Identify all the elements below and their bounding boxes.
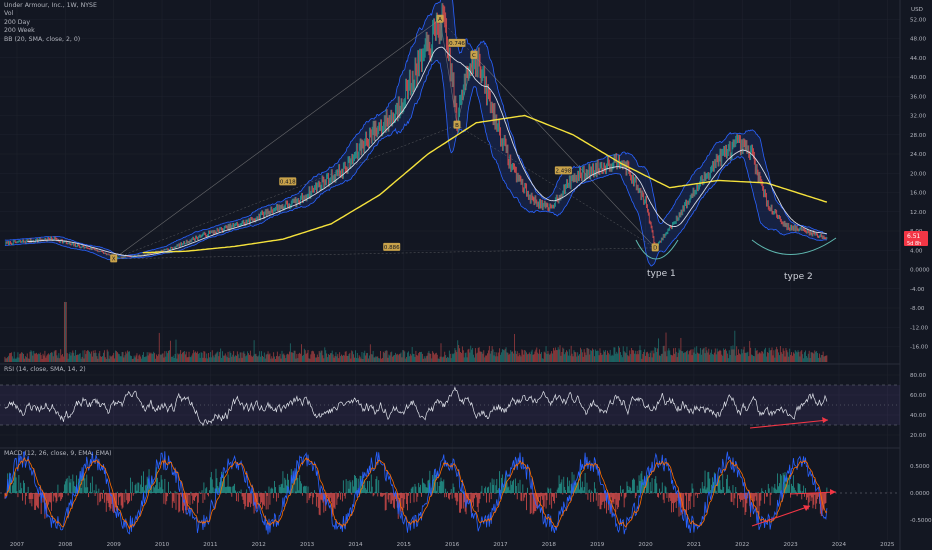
rsi-tick-label: 80.00 <box>910 373 926 379</box>
currency-label: USD <box>911 7 923 13</box>
legend-bb[interactable]: BB (20, SMA, close, 2, 0) <box>4 35 81 43</box>
pattern-label: B <box>453 120 461 129</box>
type2-curve <box>751 237 837 255</box>
x-tick-label: 2019 <box>590 542 605 548</box>
x-tick-label: 2018 <box>542 542 557 548</box>
y-tick-label: -16.00 <box>910 345 928 351</box>
rsi-tick-label: 40.00 <box>910 413 926 419</box>
y-tick-label: 0.0000 <box>910 268 930 274</box>
macd-tick-label: 0.0000 <box>910 491 930 497</box>
x-tick-label: 2011 <box>203 542 218 548</box>
pattern-label: X <box>110 254 118 263</box>
type2-annotation: type 2 <box>784 272 813 282</box>
svg-text:0.886: 0.886 <box>384 245 400 251</box>
macd-legend[interactable]: MACD (12, 26, close, 9, EMA, EMA) <box>4 450 112 458</box>
rsi-tick-label: 20.00 <box>910 433 926 439</box>
y-tick-label: 32.00 <box>910 114 926 120</box>
rsi-arrow-head <box>822 417 828 423</box>
x-tick-label: 2016 <box>445 542 460 548</box>
x-tick-label: 2012 <box>252 542 266 548</box>
x-tick-label: 2014 <box>348 542 363 548</box>
macd-arrow-head-1 <box>803 505 810 511</box>
rsi-tick-label: 60.00 <box>910 393 926 399</box>
y-tick-label: 4.00 <box>910 248 923 254</box>
y-tick-label: 20.00 <box>910 171 926 177</box>
pattern-label: D <box>651 243 659 252</box>
legend-200-week[interactable]: 200 Week <box>4 27 35 35</box>
pattern-label: A <box>436 14 444 23</box>
pattern-label: 0.418 <box>279 177 297 186</box>
x-tick-label: 2007 <box>10 542 25 548</box>
y-tick-label: 40.00 <box>910 75 926 81</box>
x-tick-label: 2024 <box>832 542 847 548</box>
svg-text:B: B <box>455 123 459 129</box>
type1-annotation: type 1 <box>647 269 676 279</box>
y-tick-label: 52.00 <box>910 17 926 23</box>
svg-text:C: C <box>472 53 476 59</box>
x-tick-label: 2022 <box>735 542 749 548</box>
macd-arrow-head-2 <box>830 489 836 495</box>
y-tick-label: -4.00 <box>910 287 925 293</box>
symbol-title[interactable]: Under Armour, Inc., 1W, NYSE <box>4 2 97 9</box>
svg-text:A: A <box>438 17 442 23</box>
y-tick-label: 24.00 <box>910 152 926 158</box>
y-tick-label: 48.00 <box>910 37 926 43</box>
y-tick-label: 36.00 <box>910 94 926 100</box>
pattern-label: 2.498 <box>554 166 572 175</box>
ma-200-day <box>27 46 827 257</box>
rsi-divergence-arrow <box>749 419 829 429</box>
pattern-label: C <box>470 50 478 59</box>
time-axis[interactable]: 2007 2008 2009 2010 2011 2012 2013 2014 2015 2016… <box>10 542 895 548</box>
y-tick-label: 16.00 <box>910 191 926 197</box>
svg-text:0.418: 0.418 <box>280 180 296 186</box>
x-tick-label: 2009 <box>107 542 122 548</box>
rsi-series <box>4 386 828 427</box>
rsi-band <box>0 385 900 425</box>
main-legend: Under Armour, Inc., 1W, NYSE Vol 200 Day… <box>4 2 97 44</box>
svg-text:2.498: 2.498 <box>555 169 571 175</box>
price-axis[interactable]: 52.00 48.00 44.00 40.00 36.00 32.00 28.00 24.00… <box>910 17 932 524</box>
bollinger-bands <box>4 0 827 267</box>
svg-text:0.746: 0.746 <box>449 41 465 47</box>
macd-divergence-arrow-1 <box>751 505 811 527</box>
macd-lines <box>4 451 828 535</box>
x-tick-label: 2013 <box>300 542 315 548</box>
legend-200-day[interactable]: 200 Day <box>4 18 30 26</box>
macd-tick-label: -0.5000 <box>910 518 932 524</box>
pattern-label: 0.746 <box>448 38 466 47</box>
last-price-badge: 6.51 5d 8h <box>904 231 928 247</box>
rsi-title[interactable]: RSI (14, close, SMA, 14, 2) <box>4 366 86 373</box>
pattern-label: 0.886 <box>383 242 401 251</box>
x-tick-label: 2021 <box>687 542 702 548</box>
x-tick-label: 2008 <box>58 542 73 548</box>
macd-divergence-arrow-2 <box>789 491 837 495</box>
legend-vol[interactable]: Vol <box>4 10 14 18</box>
macd-title[interactable]: MACD (12, 26, close, 9, EMA, EMA) <box>4 450 112 457</box>
x-tick-label: 2015 <box>397 542 412 548</box>
x-tick-label: 2017 <box>493 542 508 548</box>
y-tick-label: -8.00 <box>910 306 925 312</box>
hand-drawn-curves <box>635 237 837 260</box>
volume-bars <box>4 302 828 362</box>
svg-text:X: X <box>112 257 116 263</box>
y-tick-label: 44.00 <box>910 56 926 62</box>
y-tick-label: 28.00 <box>910 133 926 139</box>
pattern-labels: X A B C D 0.418 0.746 2.498 0.886 <box>110 14 659 263</box>
x-tick-label: 2025 <box>880 542 895 548</box>
x-tick-label: 2020 <box>638 542 653 548</box>
y-tick-label: 12.00 <box>910 210 926 216</box>
svg-text:D: D <box>653 246 657 252</box>
y-tick-label: -12.00 <box>910 325 928 331</box>
x-tick-label: 2010 <box>155 542 170 548</box>
ma-200-week <box>142 114 828 254</box>
last-price-value: 6.51 <box>907 233 921 240</box>
last-price-countdown: 5d 8h <box>907 241 921 247</box>
type1-curve <box>635 239 679 260</box>
price-series <box>5 3 828 259</box>
macd-tick-label: 0.5000 <box>910 464 930 470</box>
rsi-legend[interactable]: RSI (14, close, SMA, 14, 2) <box>4 366 86 374</box>
x-tick-label: 2023 <box>783 542 798 548</box>
